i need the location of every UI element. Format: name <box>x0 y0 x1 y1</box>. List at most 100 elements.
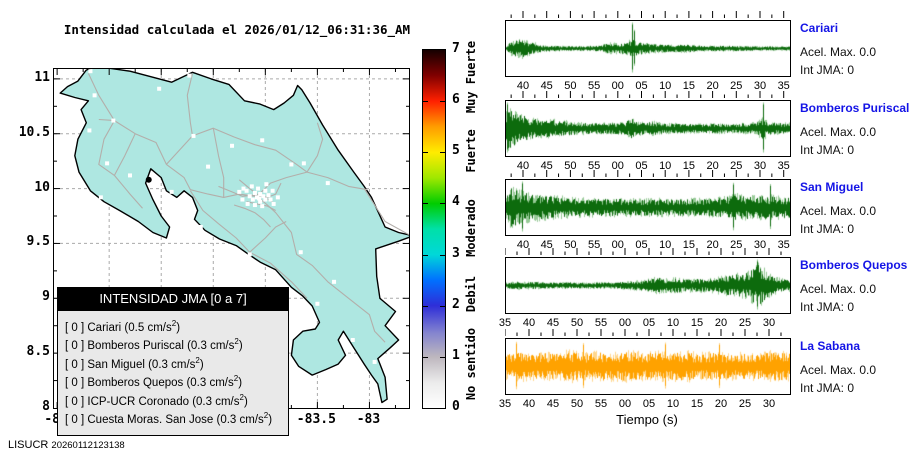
station-dot <box>298 250 303 255</box>
station-dot <box>315 301 320 306</box>
station-dot <box>244 188 249 193</box>
station-name: ICP-UCR Coronado (0.3 cm/s <box>87 395 240 408</box>
station-dot <box>105 161 110 166</box>
station-dot <box>301 161 306 166</box>
colorbar-number: 3 <box>452 245 460 261</box>
colorbar-category-label: No sentido <box>464 327 478 400</box>
legend-row: [ 0 ] Cariari (0.5 cm/s2) <box>65 317 282 335</box>
colorbar-number: 1 <box>452 347 460 363</box>
station-dot <box>289 162 294 167</box>
time-tick-label: 30 <box>753 160 767 172</box>
time-tick-label: 00 <box>618 398 632 410</box>
station-dot <box>249 184 254 189</box>
time-tick-label: 35 <box>777 239 790 251</box>
seismogram-box <box>505 338 791 395</box>
station-name: Bomberos Puriscal (0.3 cm/s <box>87 340 235 353</box>
time-tick-label: 25 <box>738 317 752 329</box>
int-jma-value: Int JMA: 0 <box>800 300 855 314</box>
time-tick-label: 25 <box>730 239 743 251</box>
station-label: La Sabana <box>800 339 861 353</box>
superscript: 2 <box>171 319 177 328</box>
station-dot <box>111 118 116 123</box>
close-paren: ) <box>199 358 204 371</box>
time-tick-label: 40 <box>516 80 530 92</box>
superscript: 2 <box>234 337 239 347</box>
lat-tick-label: 10 <box>34 179 50 195</box>
seismogram-trace <box>506 21 790 76</box>
panel-top-ticks <box>510 11 785 18</box>
close-paren: ) <box>268 413 273 426</box>
time-tick-label: 50 <box>570 398 584 410</box>
legend-body: [ 0 ] Cariari (0.5 cm/s2)[ 0 ] Bomberos … <box>57 311 289 436</box>
time-tick-label: 50 <box>564 80 577 92</box>
seismogram-box <box>505 20 791 77</box>
time-tick-label: 15 <box>682 160 696 172</box>
time-tick-label: 55 <box>587 80 601 92</box>
station-dot <box>87 128 92 133</box>
intensity-value: [ 0 ] <box>65 413 88 426</box>
time-tick-label: 00 <box>611 160 624 172</box>
time-tick-label: 45 <box>540 239 553 251</box>
station-dot <box>261 194 266 199</box>
station-dot <box>260 138 265 143</box>
map-title: Intensidad calculada el 2026/01/12_06:31… <box>63 22 411 37</box>
station-dot <box>264 182 269 187</box>
legend-row: [ 0 ] ICP-UCR Coronado (0.3 cm/s2) <box>65 391 282 409</box>
station-dot <box>252 190 257 195</box>
legend-row: [ 0 ] Bomberos Puriscal (0.3 cm/s2) <box>65 335 282 353</box>
colorbar-tick <box>423 254 428 256</box>
time-tick-label: 10 <box>666 398 680 410</box>
legend-row: [ 0 ] San Miguel (0.3 cm/s2) <box>65 354 282 372</box>
intensity-colorbar <box>422 49 446 409</box>
lat-tick-label: 8 <box>42 399 50 414</box>
colorbar-tick <box>423 101 428 103</box>
time-tick-label: 45 <box>546 398 560 410</box>
time-tick-label: 50 <box>570 317 584 329</box>
colorbar-number: 2 <box>452 296 460 312</box>
time-axis-label: Tiempo (s) <box>616 412 678 427</box>
station-name: Cuesta Moras. San Jose (0.3 cm/s <box>87 413 264 426</box>
time-tick-label: 20 <box>714 398 728 410</box>
close-paren: ) <box>176 321 181 334</box>
time-tick-label: 50 <box>564 239 577 251</box>
close-paren: ) <box>238 377 243 390</box>
int-jma-value: Int JMA: 0 <box>800 63 855 77</box>
time-tick-label: 55 <box>587 239 601 251</box>
station-dot <box>240 197 245 202</box>
time-tick-label: 25 <box>738 398 752 410</box>
colorbar-number: 4 <box>452 194 460 210</box>
time-tick-label: 10 <box>659 160 672 172</box>
colorbar-tick <box>440 305 445 307</box>
colorbar-tick <box>440 101 445 103</box>
station-dot <box>206 164 211 169</box>
colorbar-number: 7 <box>452 41 460 56</box>
time-tick-label: 15 <box>682 80 696 92</box>
time-tick-label: 45 <box>540 80 553 92</box>
station-label: Cariari <box>800 21 839 35</box>
colorbar-category-label: Debil <box>464 276 478 313</box>
station-dot <box>169 189 174 194</box>
superscript: 2 <box>263 411 269 421</box>
time-tick-label: 40 <box>522 398 536 410</box>
time-tick-label: 50 <box>564 160 577 172</box>
time-tick-label: 45 <box>540 160 553 172</box>
station-dot <box>250 197 255 202</box>
time-tick-label: 15 <box>682 239 696 251</box>
superscript: 2 <box>233 374 239 384</box>
time-tick-label: 20 <box>706 160 719 172</box>
station-dot <box>98 195 103 200</box>
acel-max-value: Acel. Max. 0.0 <box>800 204 877 218</box>
close-paren: ) <box>243 395 248 408</box>
acel-max-value: Acel. Max. 0.0 <box>800 45 877 59</box>
station-dot <box>92 93 97 98</box>
colorbar-category-label: Fuerte <box>464 129 478 173</box>
time-tick-label: 40 <box>522 317 536 329</box>
int-jma-value: Int JMA: 0 <box>800 222 855 236</box>
superscript: 2 <box>239 392 244 402</box>
station-dot <box>256 186 261 191</box>
superscript: 2 <box>195 355 200 365</box>
time-tick-label: 30 <box>762 317 776 329</box>
panel-top-ticks <box>510 91 785 98</box>
lat-tick-label: 9 <box>42 289 50 305</box>
station-dot <box>270 188 275 193</box>
